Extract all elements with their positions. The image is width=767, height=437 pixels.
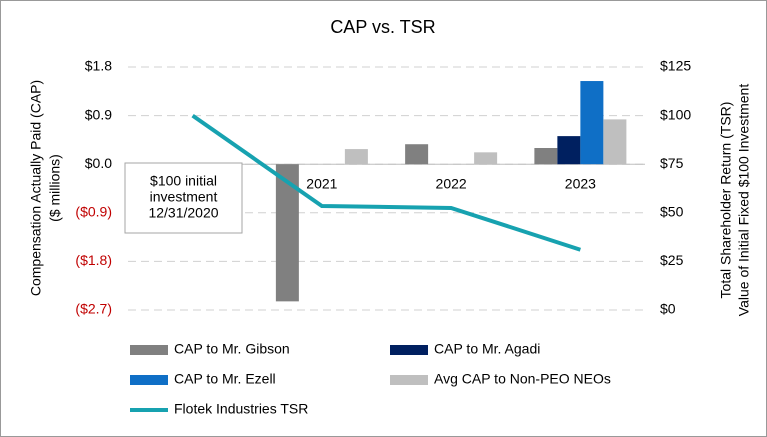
legend-swatch bbox=[130, 375, 168, 385]
legend-label: CAP to Mr. Agadi bbox=[434, 341, 540, 357]
legend-label: Avg CAP to Non-PEO NEOs bbox=[434, 371, 611, 387]
annotation-box bbox=[124, 162, 243, 234]
y2-axis-title: Value of Initial Fixed $100 Investment bbox=[736, 84, 752, 317]
bar bbox=[580, 81, 604, 165]
bar bbox=[275, 164, 299, 302]
y-axis-title: ($ millions) bbox=[47, 154, 63, 222]
legend-swatch bbox=[390, 375, 428, 385]
y2-tick-label: $125 bbox=[660, 58, 691, 74]
legend-label: CAP to Mr. Ezell bbox=[174, 371, 276, 387]
x-tick-label: 2021 bbox=[306, 176, 337, 192]
y2-tick-label: $50 bbox=[660, 204, 684, 220]
x-tick-label: 2023 bbox=[565, 176, 596, 192]
line-series bbox=[191, 113, 581, 252]
annotation-text: investment bbox=[150, 189, 218, 205]
bar bbox=[474, 152, 498, 165]
x-tick-label: 2022 bbox=[436, 176, 467, 192]
bar bbox=[344, 149, 368, 165]
bar bbox=[534, 148, 558, 165]
y2-tick-label: $0 bbox=[660, 301, 676, 317]
y-tick-label: $1.8 bbox=[85, 58, 112, 74]
chart-title: CAP vs. TSR bbox=[330, 17, 435, 37]
y-axis-title: Compensation Actually Paid (CAP) bbox=[28, 80, 44, 296]
legend-label: CAP to Mr. Gibson bbox=[174, 341, 290, 357]
y2-tick-label: $100 bbox=[660, 106, 691, 122]
y2-tick-label: $25 bbox=[660, 252, 684, 268]
annotation-text: 12/31/2020 bbox=[148, 205, 218, 221]
y2-axis-title: Total Shareholder Return (TSR) bbox=[718, 102, 734, 299]
y2-tick-label: $75 bbox=[660, 155, 684, 171]
legend-label: Flotek Industries TSR bbox=[174, 401, 308, 417]
y-tick-label: $0.0 bbox=[85, 155, 112, 171]
y-tick-label: ($0.9) bbox=[75, 204, 112, 220]
y-tick-label: ($1.8) bbox=[75, 252, 112, 268]
bar bbox=[603, 119, 627, 165]
annotation-text: $100 initial bbox=[150, 173, 217, 189]
y-tick-label: ($2.7) bbox=[75, 301, 112, 317]
legend-swatch bbox=[130, 345, 168, 355]
y-tick-label: $0.9 bbox=[85, 106, 112, 122]
bar bbox=[557, 136, 581, 165]
legend-swatch bbox=[390, 345, 428, 355]
bar bbox=[405, 144, 429, 165]
